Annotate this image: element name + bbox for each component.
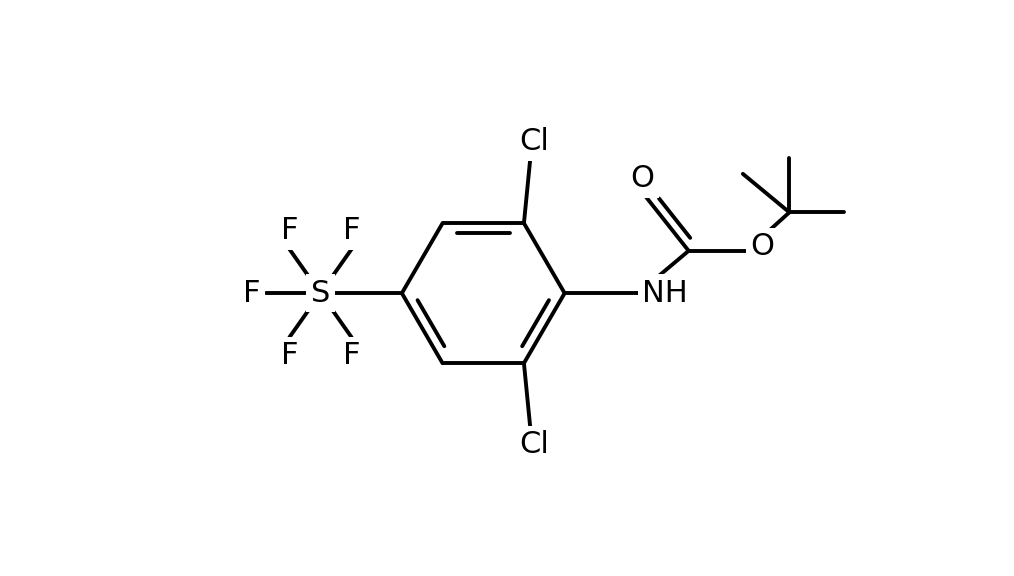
Text: F: F xyxy=(242,279,260,308)
Text: Cl: Cl xyxy=(519,430,549,459)
Text: F: F xyxy=(281,341,298,370)
Text: O: O xyxy=(630,164,654,193)
Text: NH: NH xyxy=(642,279,687,308)
Text: O: O xyxy=(750,233,775,262)
Text: F: F xyxy=(343,216,360,245)
Text: S: S xyxy=(311,279,331,308)
Text: Cl: Cl xyxy=(519,127,549,156)
Text: F: F xyxy=(343,341,360,370)
Text: F: F xyxy=(281,216,298,245)
